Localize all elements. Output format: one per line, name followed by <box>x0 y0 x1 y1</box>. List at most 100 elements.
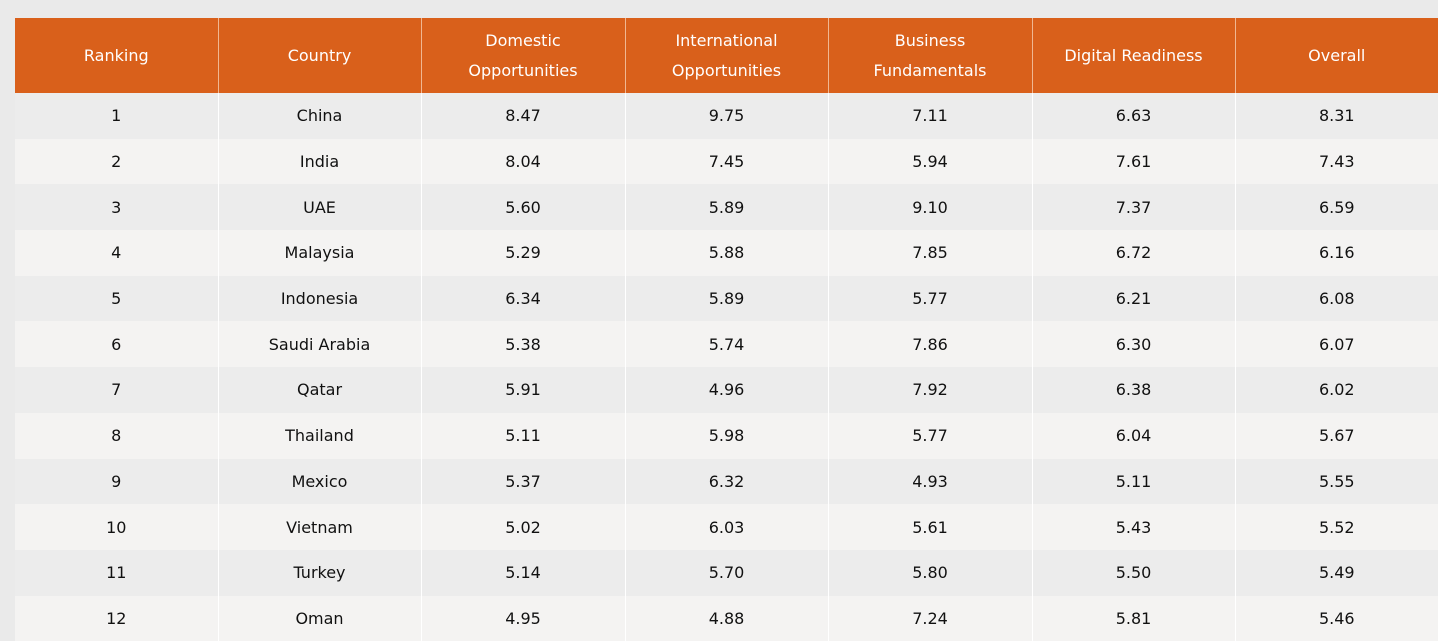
domestic-opportunities-cell: 5.37 <box>421 458 626 505</box>
international-opportunities-cell: 7.45 <box>625 138 829 185</box>
digital-readiness-cell: 6.04 <box>1032 412 1236 459</box>
country-cell: Saudi Arabia <box>218 321 422 368</box>
digital-readiness-cell: 5.43 <box>1032 504 1236 550</box>
table-row: 9 Mexico 5.37 6.32 4.93 5.11 5.55 <box>15 458 1438 505</box>
business-fundamentals-cell: 5.77 <box>828 275 1033 322</box>
digital-readiness-cell: 7.61 <box>1032 138 1236 185</box>
international-opportunities-cell: 5.89 <box>625 275 829 322</box>
international-opportunities-cell: 6.32 <box>625 458 829 505</box>
business-fundamentals-cell: 7.11 <box>828 93 1033 139</box>
overall-cell: 5.67 <box>1235 412 1438 459</box>
ranking-cell: 12 <box>15 595 219 641</box>
ranking-cell: 8 <box>15 412 219 459</box>
domestic-opportunities-cell: 5.02 <box>421 504 626 550</box>
business-fundamentals-cell: 9.10 <box>828 184 1033 231</box>
digital-readiness-cell: 6.21 <box>1032 275 1236 322</box>
international-opportunities-cell: 5.88 <box>625 230 829 276</box>
business-fundamentals-cell: 5.80 <box>828 549 1033 596</box>
country-cell: Indonesia <box>218 275 422 322</box>
table-row: 11 Turkey 5.14 5.70 5.80 5.50 5.49 <box>15 549 1438 596</box>
header-row: Ranking Country Domestic Opportunities I… <box>15 18 1438 93</box>
ranking-cell: 2 <box>15 138 219 185</box>
table-row: 1 China 8.47 9.75 7.11 6.63 8.31 <box>15 93 1438 139</box>
overall-cell: 6.59 <box>1235 184 1438 231</box>
table-row: 7 Qatar 5.91 4.96 7.92 6.38 6.02 <box>15 367 1438 413</box>
overall-cell: 6.16 <box>1235 230 1438 276</box>
international-opportunities-cell: 9.75 <box>625 93 829 139</box>
domestic-opportunities-cell: 5.91 <box>421 367 626 413</box>
business-fundamentals-cell: 7.85 <box>828 230 1033 276</box>
country-cell: China <box>218 93 422 139</box>
international-opportunities-cell: 5.70 <box>625 549 829 596</box>
column-header-overall[interactable]: Overall <box>1235 18 1438 93</box>
domestic-opportunities-cell: 5.14 <box>421 549 626 596</box>
table-row: 2 India 8.04 7.45 5.94 7.61 7.43 <box>15 138 1438 185</box>
overall-cell: 8.31 <box>1235 93 1438 139</box>
domestic-opportunities-cell: 4.95 <box>421 595 626 641</box>
digital-readiness-cell: 7.37 <box>1032 184 1236 231</box>
country-cell: Malaysia <box>218 230 422 276</box>
ranking-cell: 11 <box>15 549 219 596</box>
digital-readiness-cell: 5.81 <box>1032 595 1236 641</box>
ranking-cell: 3 <box>15 184 219 231</box>
business-fundamentals-cell: 5.77 <box>828 412 1033 459</box>
country-cell: Thailand <box>218 412 422 459</box>
ranking-cell: 4 <box>15 230 219 276</box>
ranking-cell: 9 <box>15 458 219 505</box>
overall-cell: 5.49 <box>1235 549 1438 596</box>
table-row: 10 Vietnam 5.02 6.03 5.61 5.43 5.52 <box>15 504 1438 550</box>
ranking-cell: 10 <box>15 504 219 550</box>
international-opportunities-cell: 5.89 <box>625 184 829 231</box>
overall-cell: 5.46 <box>1235 595 1438 641</box>
domestic-opportunities-cell: 5.29 <box>421 230 626 276</box>
international-opportunities-cell: 5.74 <box>625 321 829 368</box>
business-fundamentals-cell: 5.61 <box>828 504 1033 550</box>
table-row: 5 Indonesia 6.34 5.89 5.77 6.21 6.08 <box>15 275 1438 322</box>
column-header-ranking[interactable]: Ranking <box>15 18 219 93</box>
business-fundamentals-cell: 7.86 <box>828 321 1033 368</box>
digital-readiness-cell: 6.30 <box>1032 321 1236 368</box>
column-header-domestic-opportunities[interactable]: Domestic Opportunities <box>421 18 626 93</box>
overall-cell: 5.52 <box>1235 504 1438 550</box>
column-header-international-opportunities[interactable]: International Opportunities <box>625 18 829 93</box>
column-header-country[interactable]: Country <box>218 18 422 93</box>
international-opportunities-cell: 4.96 <box>625 367 829 413</box>
digital-readiness-cell: 5.11 <box>1032 458 1236 505</box>
business-fundamentals-cell: 7.24 <box>828 595 1033 641</box>
country-cell: Oman <box>218 595 422 641</box>
domestic-opportunities-cell: 5.60 <box>421 184 626 231</box>
table-row: 8 Thailand 5.11 5.98 5.77 6.04 5.67 <box>15 412 1438 459</box>
digital-readiness-cell: 6.38 <box>1032 367 1236 413</box>
column-header-digital-readiness[interactable]: Digital Readiness <box>1032 18 1236 93</box>
domestic-opportunities-cell: 6.34 <box>421 275 626 322</box>
domestic-opportunities-cell: 5.38 <box>421 321 626 368</box>
ranking-cell: 6 <box>15 321 219 368</box>
overall-cell: 6.07 <box>1235 321 1438 368</box>
domestic-opportunities-cell: 8.47 <box>421 93 626 139</box>
table-header: Ranking Country Domestic Opportunities I… <box>15 18 1438 93</box>
digital-readiness-cell: 6.63 <box>1032 93 1236 139</box>
business-fundamentals-cell: 7.92 <box>828 367 1033 413</box>
international-opportunities-cell: 5.98 <box>625 412 829 459</box>
domestic-opportunities-cell: 5.11 <box>421 412 626 459</box>
country-cell: Vietnam <box>218 504 422 550</box>
table-row: 3 UAE 5.60 5.89 9.10 7.37 6.59 <box>15 184 1438 231</box>
overall-cell: 6.08 <box>1235 275 1438 322</box>
table-body: 1 China 8.47 9.75 7.11 6.63 8.31 2 India 8.04 7.45… <box>15 93 1438 641</box>
country-cell: India <box>218 138 422 185</box>
country-cell: Mexico <box>218 458 422 505</box>
country-cell: Turkey <box>218 549 422 596</box>
digital-readiness-cell: 5.50 <box>1032 549 1236 596</box>
column-header-business-fundamentals[interactable]: Business Fundamentals <box>828 18 1033 93</box>
ranking-table: Ranking Country Domestic Opportunities I… <box>15 18 1438 641</box>
digital-readiness-cell: 6.72 <box>1032 230 1236 276</box>
overall-cell: 5.55 <box>1235 458 1438 505</box>
domestic-opportunities-cell: 8.04 <box>421 138 626 185</box>
table-row: 12 Oman 4.95 4.88 7.24 5.81 5.46 <box>15 595 1438 641</box>
ranking-cell: 7 <box>15 367 219 413</box>
business-fundamentals-cell: 4.93 <box>828 458 1033 505</box>
international-opportunities-cell: 6.03 <box>625 504 829 550</box>
table-row: 4 Malaysia 5.29 5.88 7.85 6.72 6.16 <box>15 230 1438 276</box>
ranking-cell: 5 <box>15 275 219 322</box>
overall-cell: 6.02 <box>1235 367 1438 413</box>
